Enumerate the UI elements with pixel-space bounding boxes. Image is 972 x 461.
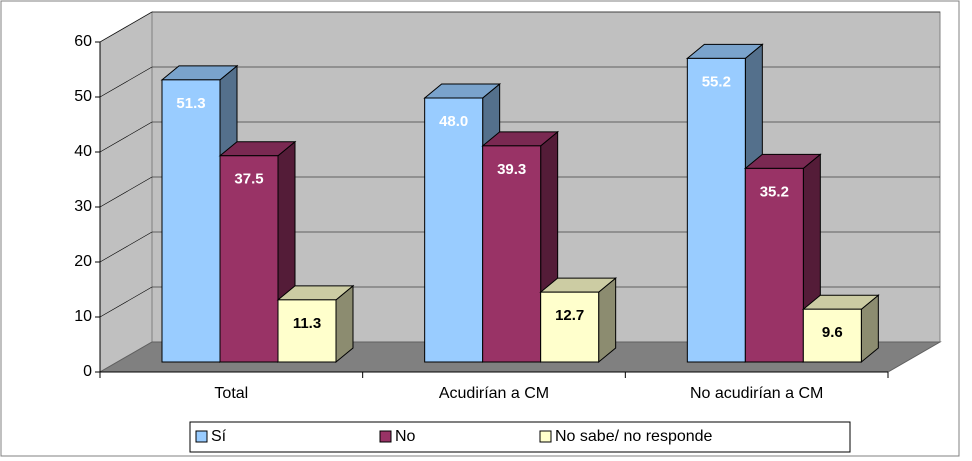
value-label: 51.3: [176, 95, 205, 112]
grid-line: [99, 176, 153, 208]
bar: [540, 291, 600, 363]
x-tick-label: Total: [214, 385, 248, 402]
y-tick-label: 40: [74, 143, 92, 160]
legend-swatch: [195, 430, 208, 443]
y-tick-label: 60: [74, 33, 92, 50]
bar: [482, 145, 542, 363]
legend-label: Sí: [211, 428, 227, 445]
value-label: 35.2: [760, 183, 789, 200]
grid-line: [99, 11, 153, 43]
bar: [424, 97, 484, 363]
y-tick-label: 0: [83, 363, 92, 380]
value-label: 55.2: [702, 73, 731, 90]
legend-swatch: [379, 430, 392, 443]
value-label: 9.6: [822, 324, 843, 341]
y-tick-label: 50: [74, 88, 92, 105]
bar: [277, 299, 337, 363]
y-tick-label: 10: [74, 308, 92, 325]
grid-line: [99, 66, 153, 98]
value-label: 39.3: [497, 161, 526, 178]
grid-line: [99, 231, 153, 263]
bar: [802, 308, 862, 363]
grid-line: [99, 286, 153, 318]
y-tick-label: 20: [74, 253, 92, 270]
legend-label: No: [395, 428, 416, 445]
bar: [219, 155, 279, 363]
bar-side: [598, 277, 617, 364]
x-tick-label: Acudirían a CM: [439, 385, 549, 402]
legend-swatch: [539, 430, 552, 443]
value-label: 11.3: [293, 315, 321, 332]
grid-line: [99, 121, 153, 153]
bar: [686, 57, 746, 363]
legend: [189, 421, 851, 453]
value-label: 48.0: [439, 113, 468, 130]
value-label: 37.5: [234, 171, 263, 188]
x-tick-label: No acudirían a CM: [690, 385, 823, 402]
y-tick-label: 30: [74, 198, 92, 215]
legend-label: No sabe/ no responde: [555, 428, 713, 445]
bar: [744, 167, 804, 363]
value-label: 12.7: [555, 307, 584, 324]
bar: [161, 79, 221, 363]
